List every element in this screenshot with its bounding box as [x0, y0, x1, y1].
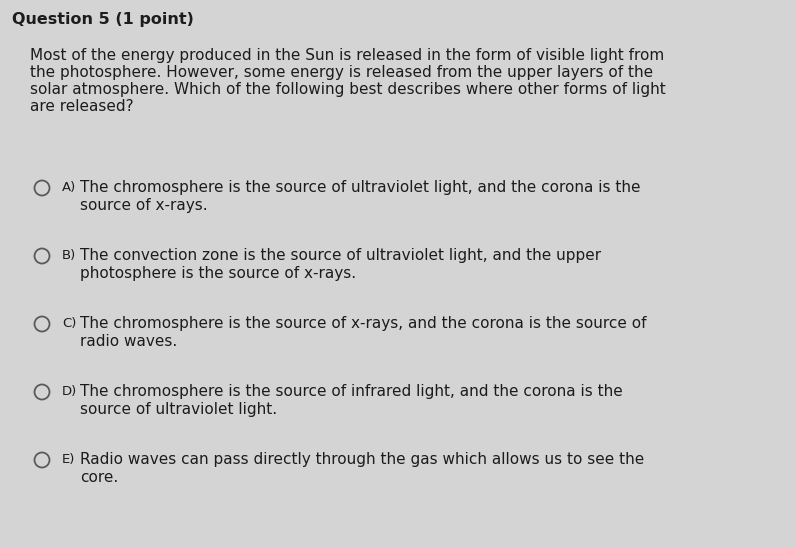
Text: The chromosphere is the source of x-rays, and the corona is the source of: The chromosphere is the source of x-rays… — [80, 316, 646, 331]
Text: source of ultraviolet light.: source of ultraviolet light. — [80, 402, 277, 417]
Text: core.: core. — [80, 470, 118, 485]
Text: radio waves.: radio waves. — [80, 334, 177, 349]
Text: source of x-rays.: source of x-rays. — [80, 198, 207, 213]
Text: are released?: are released? — [30, 99, 134, 114]
Text: D): D) — [62, 385, 77, 398]
Text: Radio waves can pass directly through the gas which allows us to see the: Radio waves can pass directly through th… — [80, 452, 644, 467]
Text: the photosphere. However, some energy is released from the upper layers of the: the photosphere. However, some energy is… — [30, 65, 653, 80]
Text: Most of the energy produced in the Sun is released in the form of visible light : Most of the energy produced in the Sun i… — [30, 48, 665, 63]
Text: The chromosphere is the source of infrared light, and the corona is the: The chromosphere is the source of infrar… — [80, 384, 622, 399]
Text: The convection zone is the source of ultraviolet light, and the upper: The convection zone is the source of ult… — [80, 248, 601, 263]
Text: The chromosphere is the source of ultraviolet light, and the corona is the: The chromosphere is the source of ultrav… — [80, 180, 641, 195]
Text: photosphere is the source of x-rays.: photosphere is the source of x-rays. — [80, 266, 356, 281]
Text: E): E) — [62, 453, 76, 466]
Text: A): A) — [62, 181, 76, 194]
Text: C): C) — [62, 317, 76, 330]
Text: solar atmosphere. Which of the following best describes where other forms of lig: solar atmosphere. Which of the following… — [30, 82, 665, 97]
Text: Question 5 (1 point): Question 5 (1 point) — [12, 12, 194, 27]
Text: B): B) — [62, 249, 76, 262]
